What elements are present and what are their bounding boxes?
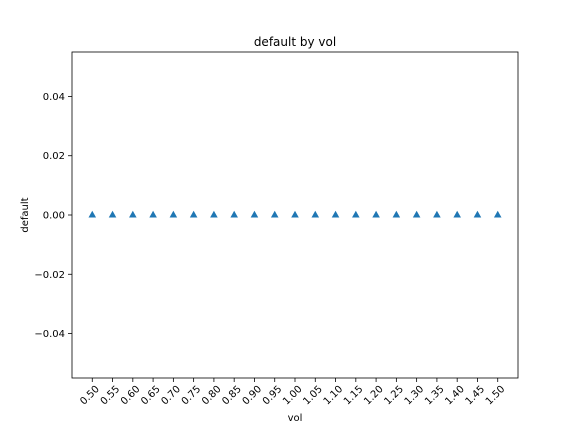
- y-tick-label: 0.04: [43, 92, 65, 103]
- data-point: [493, 210, 502, 218]
- y-tick-label: −0.02: [34, 270, 65, 281]
- data-point: [453, 210, 461, 218]
- data-point: [270, 210, 279, 218]
- data-point: [230, 210, 238, 218]
- y-tick-label: 0.00: [43, 211, 65, 222]
- chart-title: default by vol: [254, 35, 336, 49]
- data-point: [352, 210, 360, 218]
- y-tick-label: −0.04: [34, 329, 65, 340]
- data-point: [291, 210, 299, 218]
- data-point: [433, 210, 441, 218]
- data-point: [331, 210, 340, 218]
- data-point: [129, 210, 137, 218]
- data-markers: [88, 210, 502, 218]
- data-point: [250, 210, 259, 218]
- y-axis-ticks: −0.04 −0.02 0.00 0.02 0.04: [34, 92, 72, 340]
- y-tick-label: 0.02: [43, 151, 65, 162]
- data-point: [473, 210, 482, 218]
- y-axis-label: default: [20, 197, 31, 232]
- data-point: [108, 210, 117, 218]
- data-point: [372, 210, 380, 218]
- data-point: [149, 210, 157, 218]
- data-point: [189, 210, 198, 218]
- data-point: [392, 210, 401, 218]
- data-point: [169, 210, 178, 218]
- data-point: [210, 210, 218, 218]
- data-point: [412, 210, 421, 218]
- x-axis-label: vol: [288, 413, 303, 424]
- data-point: [311, 210, 320, 218]
- data-point: [88, 210, 97, 218]
